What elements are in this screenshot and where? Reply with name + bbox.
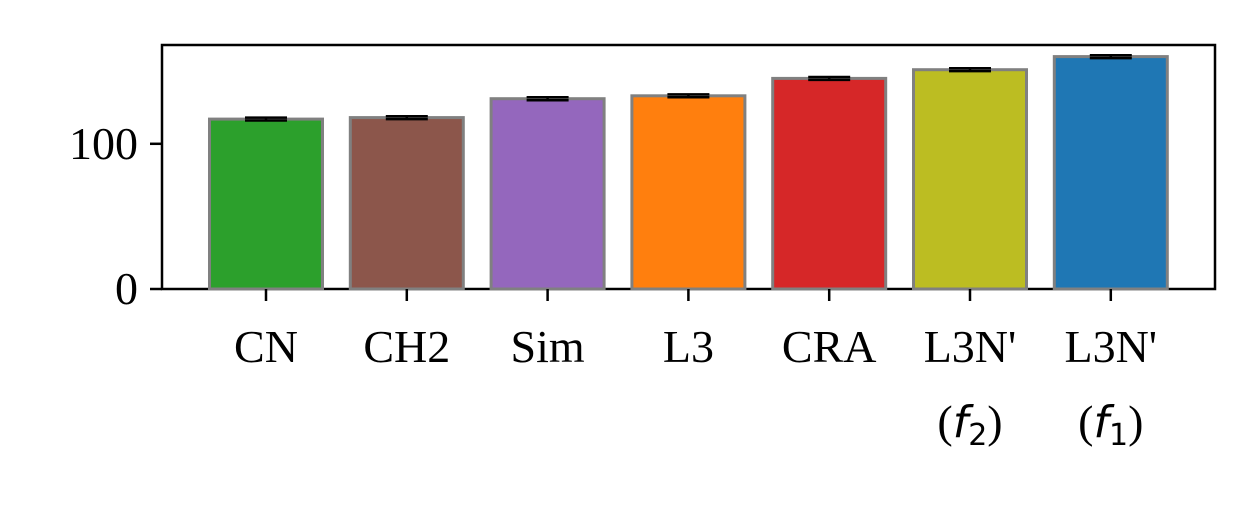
x-axis: CN CH2 Sim L3 CRA L3N' (f2) L3N' (f1) [234, 289, 1157, 453]
bar-1 [348, 116, 465, 291]
x-tick-label-3: L3 [663, 321, 714, 372]
bar-2 [489, 97, 606, 291]
bar-5 [912, 68, 1028, 291]
bar-0 [208, 117, 324, 291]
x-tick-label-0: CN [234, 321, 298, 372]
bar-6 [1052, 55, 1169, 291]
x-tick-sublabel-6: (f1) [1078, 396, 1143, 453]
bar-3 [630, 94, 747, 291]
x-tick-sublabel-5: (f2) [937, 396, 1002, 453]
bar-4 [771, 76, 888, 291]
bars-group [208, 55, 1169, 291]
x-tick-label-4: CRA [782, 321, 877, 372]
x-tick-label-2: Sim [511, 321, 585, 372]
x-tick-label-1: CH2 [363, 321, 450, 372]
x-tick-label-5: L3N' [924, 321, 1017, 372]
x-tick-label-6: L3N' [1064, 321, 1157, 372]
y-tick-label-1: 100 [69, 118, 138, 169]
y-tick-label-0: 0 [115, 263, 138, 314]
y-axis: 0 100 [69, 118, 162, 314]
error-bars-group [245, 53, 1132, 122]
